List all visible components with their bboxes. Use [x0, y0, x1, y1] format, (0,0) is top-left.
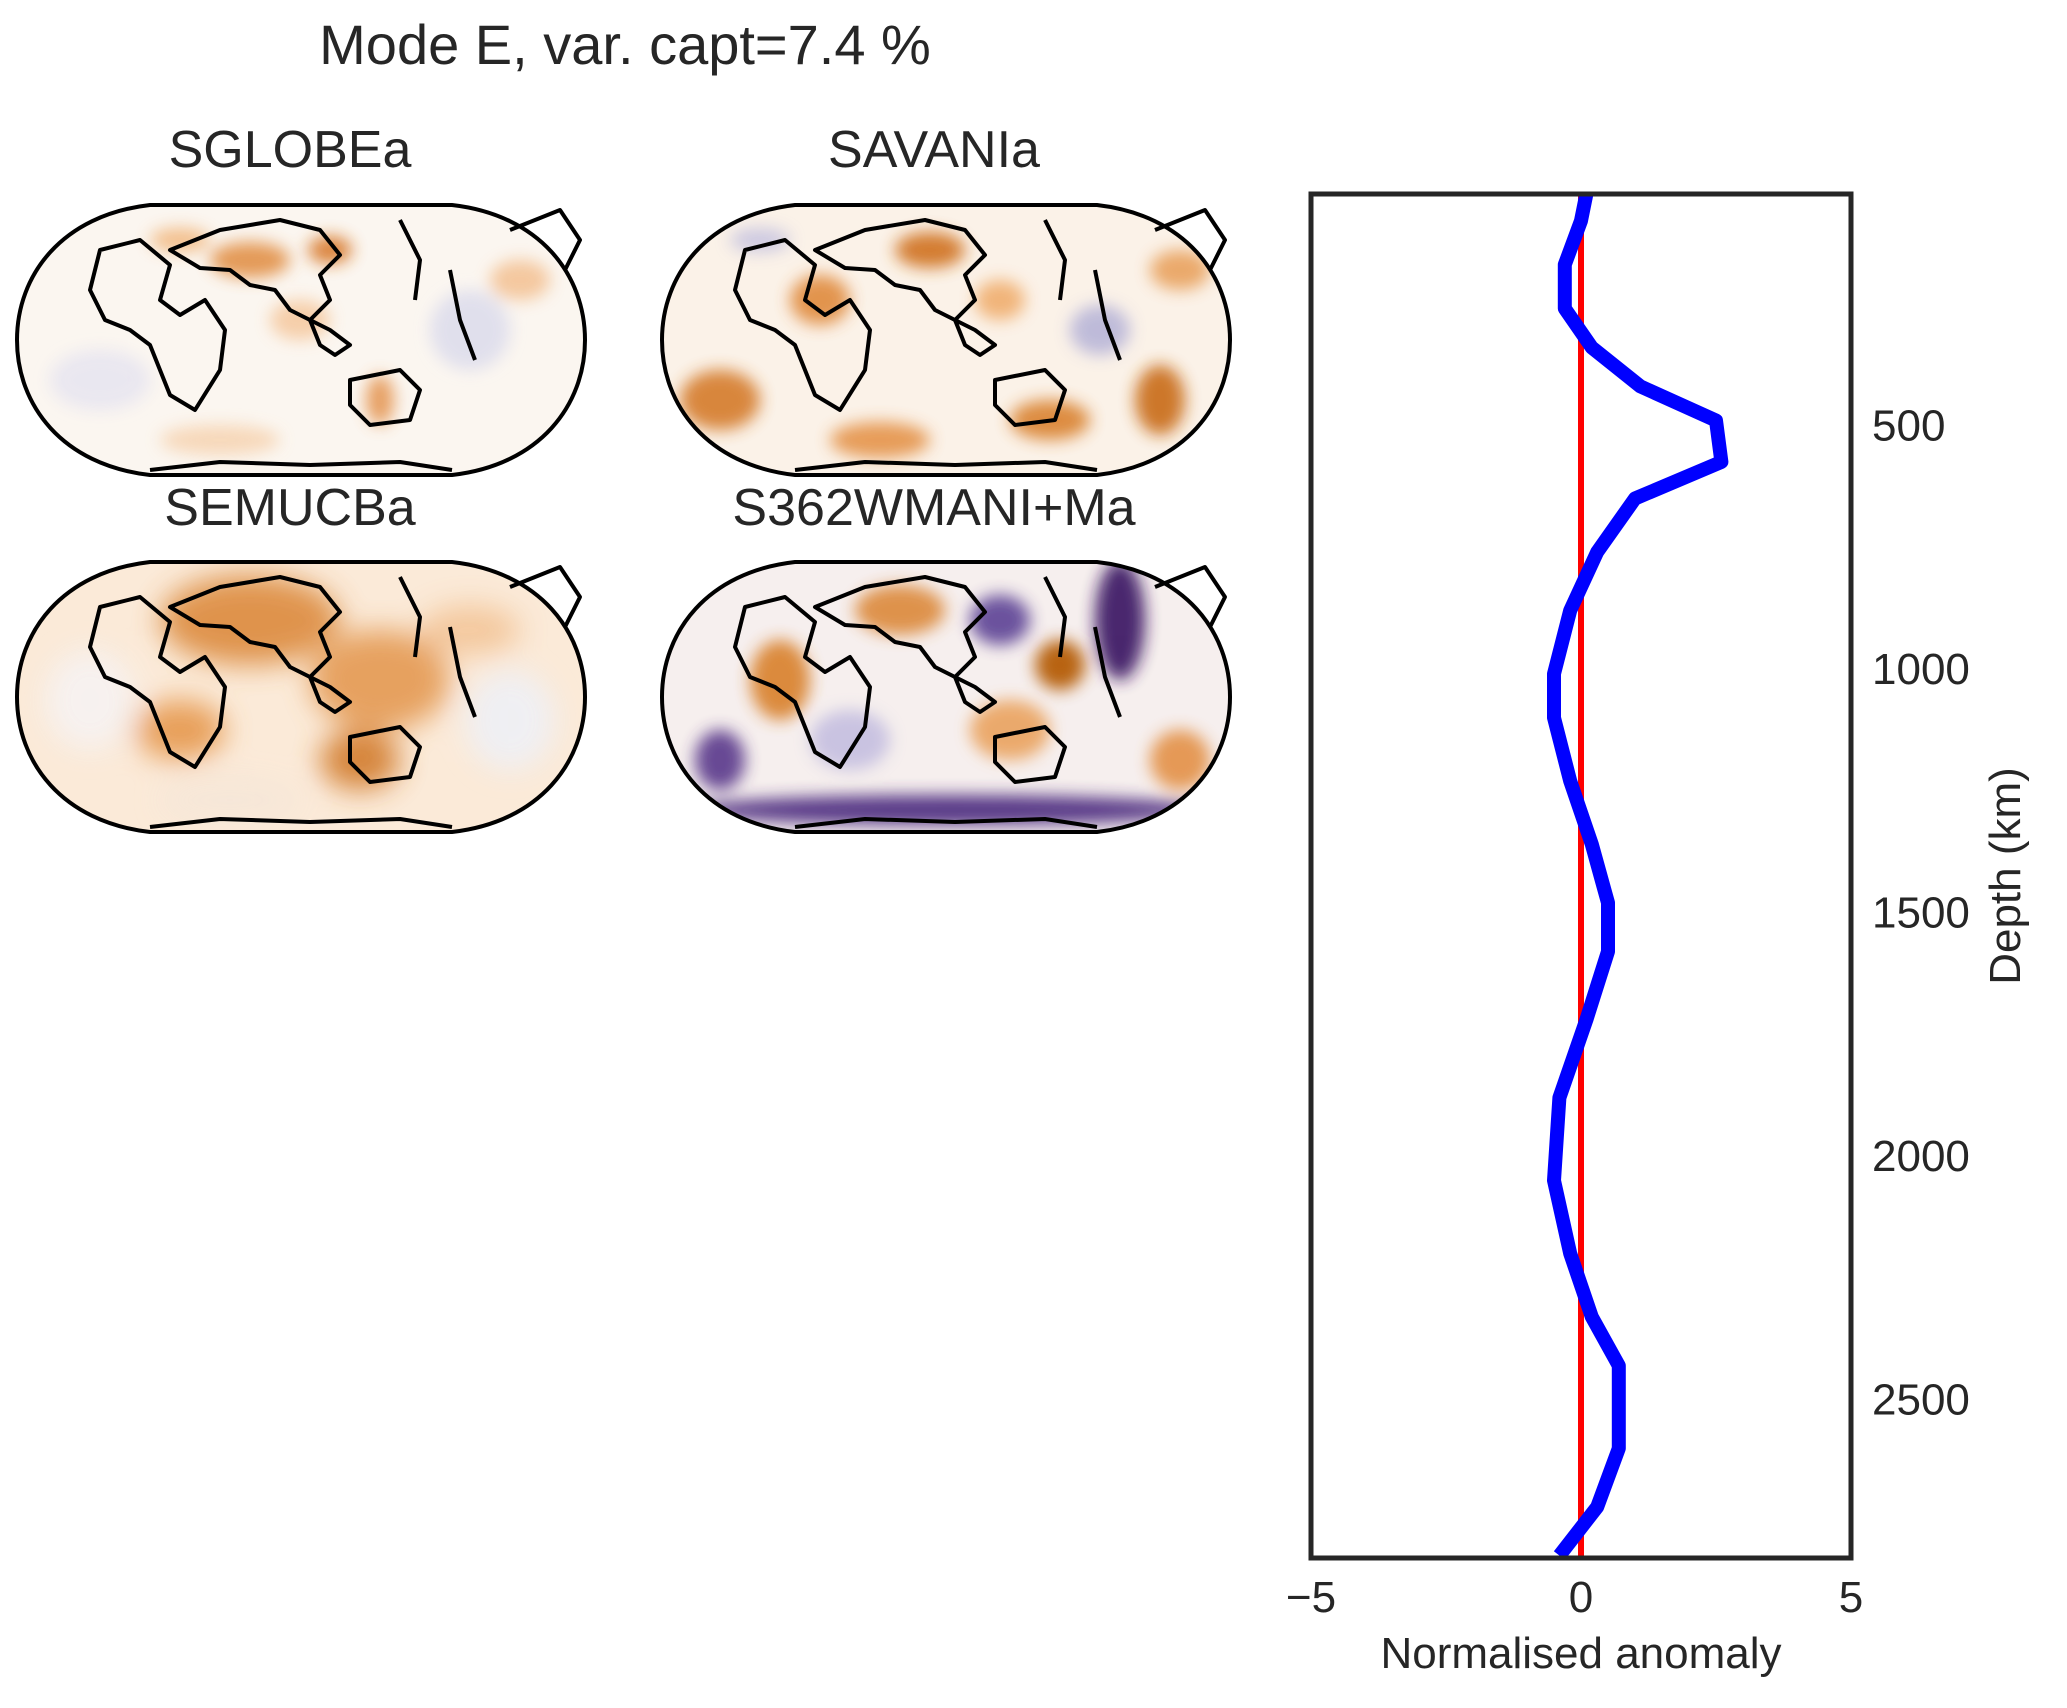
- x-axis-label: Normalised anomaly: [1380, 1629, 1781, 1678]
- y-tick-label: 1000: [1872, 645, 1970, 694]
- map-semucba: [15, 560, 587, 834]
- y-tick-label: 2000: [1872, 1132, 1970, 1181]
- x-tick-label: 5: [1839, 1573, 1863, 1622]
- map-title-s362wmani-ma: S362WMANI+Ma: [732, 479, 1136, 537]
- depth-profile-chart: −5 0 5 500 1000 1500 2000 2500 Normalised anom…: [1286, 191, 2030, 1678]
- y-axis-label: Depth (km): [1981, 767, 2030, 985]
- profile-line: [1547, 192, 1729, 1560]
- map-title-sgloobea: SGLOBEa: [168, 121, 412, 179]
- y-tick-label: 2500: [1872, 1376, 1970, 1425]
- series-layer: [1547, 192, 1729, 1560]
- axes-frame: [1308, 191, 1854, 1561]
- map-s362wmani-ma: [660, 560, 1232, 834]
- map-title-semucba: SEMUCBa: [164, 479, 416, 537]
- map-savania: [660, 203, 1232, 477]
- map-title-savania: SAVANIa: [828, 121, 1040, 179]
- y-tick-label: 1500: [1872, 889, 1970, 938]
- map-sglobea: [15, 203, 587, 477]
- y-ticks: 500 1000 1500 2000 2500: [1872, 401, 1970, 1424]
- figure-title: Mode E, var. capt=7.4 %: [319, 13, 931, 76]
- x-ticks: −5 0 5: [1286, 1573, 1863, 1622]
- y-tick-label: 500: [1872, 401, 1945, 450]
- x-tick-label: −5: [1286, 1573, 1336, 1622]
- x-tick-label: 0: [1569, 1573, 1593, 1622]
